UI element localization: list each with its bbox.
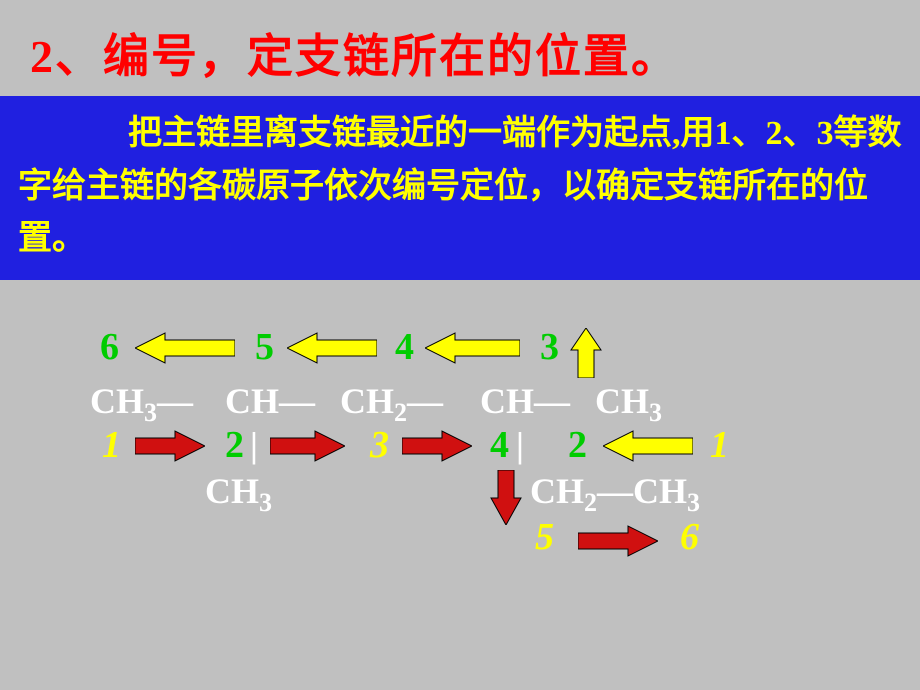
num-5-top: 5 [255,325,274,369]
chem-ch3-1: CH3— [90,380,193,428]
slide-title: 2、编号，定支链所在的位置。 [0,0,920,96]
arrow-right-red-icon [402,430,472,462]
num-6-bot: 6 [680,515,699,559]
num-4-top: 4 [395,325,414,369]
num-3-top: 3 [540,325,559,369]
chem-ch-2: CH— [225,380,315,422]
explanation-text: 把主链里离支链最近的一端作为起点,用1、2、3等数字给主链的各碳原子依次编号定位… [18,115,902,257]
chem-ch-4: CH— [480,380,570,422]
arrow-left-icon [135,330,235,366]
chem-branch-ch3: CH3 [205,470,272,518]
chem-branch-ch2ch3: CH2—CH3 [530,470,700,518]
explanation-box: 把主链里离支链最近的一端作为起点,用1、2、3等数字给主链的各碳原子依次编号定位… [0,96,920,280]
num-2-mid: 2 [225,423,244,467]
arrow-left-icon [287,330,377,366]
arrow-down-red-icon [490,470,522,525]
num-2-midright: 2 [568,423,587,467]
arrow-left-icon [425,330,520,366]
num-5-bot: 5 [535,515,554,559]
chem-ch2-3: CH2— [340,380,443,428]
arrow-right-red-icon [578,525,658,557]
num-3-mid: 3 [370,423,389,467]
num-4-mid: 4 [490,423,509,467]
num-1-mid: 1 [102,423,121,467]
num-6-top: 6 [100,325,119,369]
chem-ch3-5: CH3 [595,380,662,428]
bond-vertical-icon: | [250,424,258,466]
arrow-up-icon [568,328,604,378]
num-1-midright: 1 [710,423,729,467]
bond-vertical-icon: | [516,424,524,466]
arrow-right-red-icon [135,430,205,462]
arrow-right-red-icon [270,430,345,462]
arrow-left-icon [603,430,693,462]
structure-diagram: 6 5 4 3 CH3— CH— CH2— CH— CH3 1 2 3 4 2 … [0,280,920,660]
